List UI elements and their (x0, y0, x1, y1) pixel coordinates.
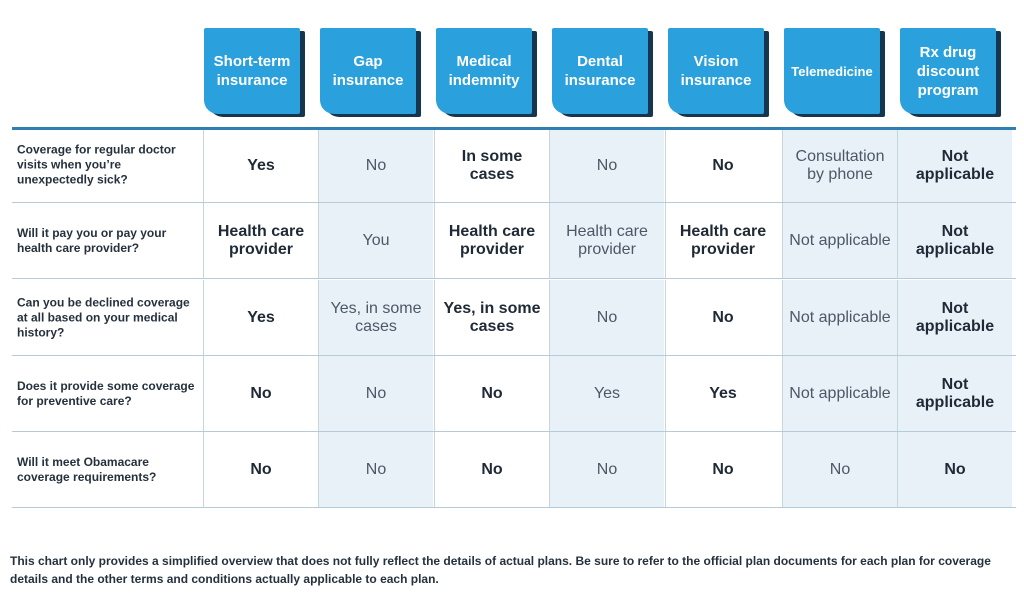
table-cell: Health care provider (665, 203, 780, 278)
comparison-table: Coverage for regular doctor visits when … (12, 127, 1016, 509)
table-cell: No (203, 432, 318, 507)
row-question: Can you be declined coverage at all base… (17, 295, 190, 339)
table-row: Can you be declined coverage at all base… (12, 280, 1016, 356)
table-cell: Not applicable (897, 356, 1012, 431)
table-cell: Yes (549, 356, 664, 431)
table-row: Coverage for regular doctor visits when … (12, 127, 1016, 203)
table-cell: No (665, 280, 780, 355)
column-header-telemedicine: Telemedicine (784, 28, 880, 114)
column-headers: Short-term insurance Gap insurance Medic… (204, 28, 1016, 118)
table-cell: No (434, 356, 549, 431)
table-cell: No (203, 356, 318, 431)
table-cell: No (318, 130, 433, 202)
table-cell: Yes (203, 130, 318, 202)
table-cell: No (549, 280, 664, 355)
table-cell: No (434, 432, 549, 507)
table-cell: Not applicable (897, 130, 1012, 202)
column-header-gap: Gap insurance (320, 28, 416, 114)
table-cell: Yes (203, 280, 318, 355)
column-header-rx-drug: Rx drug discount program (900, 28, 996, 114)
table-cell: No (318, 356, 433, 431)
column-header-dental: Dental insurance (552, 28, 648, 114)
table-row: Will it pay you or pay your health care … (12, 203, 1016, 279)
table-cell: Not applicable (897, 280, 1012, 355)
table-cell: Yes, in some cases (434, 280, 549, 355)
table-cell: Health care provider (549, 203, 664, 278)
table-cell: Not applicable (782, 203, 897, 278)
table-cell: Yes, in some cases (318, 280, 433, 355)
table-top-rule (12, 127, 1016, 130)
row-question: Will it pay you or pay your health care … (17, 225, 167, 255)
table-row: Will it meet Obamacare coverage requirem… (12, 432, 1016, 508)
table-cell: Health care provider (203, 203, 318, 278)
column-header-short-term: Short-term insurance (204, 28, 300, 114)
table-cell: No (897, 432, 1012, 507)
table-cell: No (318, 432, 433, 507)
table-cell: Not applicable (782, 280, 897, 355)
table-cell: Health care provider (434, 203, 549, 278)
row-question: Will it meet Obamacare coverage requirem… (17, 454, 157, 484)
table-cell: You (318, 203, 433, 278)
table-cell: In some cases (434, 130, 549, 202)
table-cell: Not applicable (897, 203, 1012, 278)
footnote: This chart only provides a simplified ov… (10, 554, 991, 586)
table-cell: Not applicable (782, 356, 897, 431)
row-question: Does it provide some coverage for preven… (17, 378, 195, 408)
column-header-vision: Vision insurance (668, 28, 764, 114)
table-cell: No (782, 432, 897, 507)
table-cell: No (665, 130, 780, 202)
table-cell: Yes (665, 356, 780, 431)
table-cell: No (549, 432, 664, 507)
table-cell: No (665, 432, 780, 507)
table-row: Does it provide some coverage for preven… (12, 356, 1016, 432)
table-cell: Consultation by phone (782, 130, 897, 202)
table-cell: No (549, 130, 664, 202)
column-header-medical-indemnity: Medical indemnity (436, 28, 532, 114)
row-question: Coverage for regular doctor visits when … (17, 142, 176, 186)
